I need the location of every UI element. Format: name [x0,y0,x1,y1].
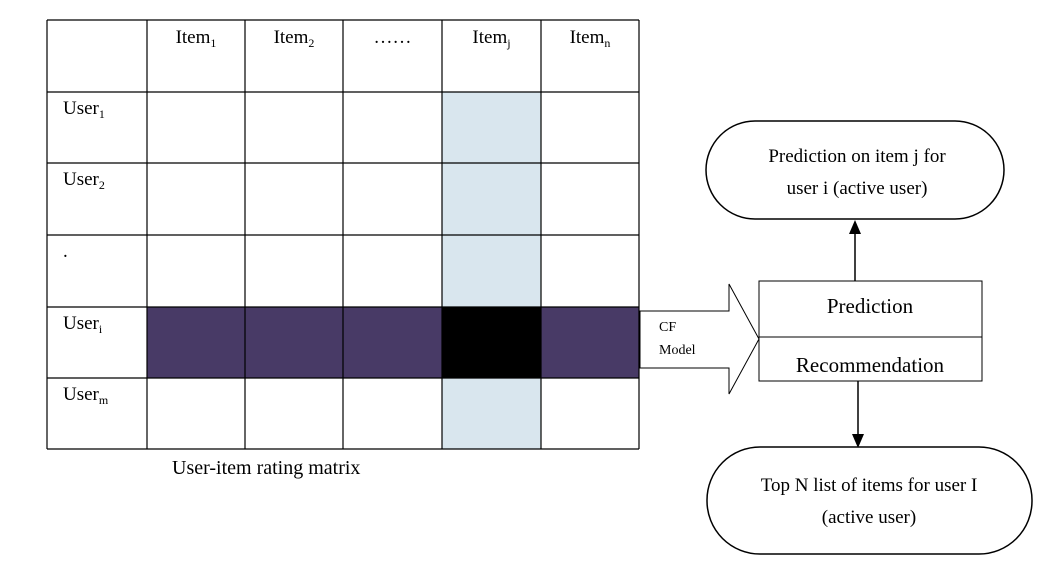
prediction-output: Prediction on item j for user i (active … [705,120,1005,220]
cf-arrow-label-line1: CF [659,320,676,335]
user-label-3: . [63,241,68,262]
recommendation-output: Top N list of items for user I (active u… [706,446,1033,555]
down-arrow [852,381,864,448]
process-box: Prediction Recommendation [758,280,983,382]
item-header-4: Itemj [472,27,510,50]
user-i-row-highlight [147,307,639,378]
user-label-4: Useri [63,313,103,336]
target-rating-cell [442,307,541,378]
matrix-item-headers: Item1 Item2 …… Itemj Itemn [176,27,611,50]
item-header-3: …… [374,27,412,48]
recommendation-output-frame [706,446,1033,555]
prediction-output-line1: Prediction on item j for [768,146,946,167]
cf-model-arrow: CF Model [639,283,760,395]
matrix-grid [46,19,640,450]
item-header-2: Item2 [274,27,315,50]
recommendation-label: Recommendation [796,353,945,377]
recommendation-output-line2: (active user) [822,507,916,528]
user-label-2: User2 [63,169,105,192]
up-arrowhead [849,220,861,234]
matrix-highlights [147,92,639,449]
prediction-output-line2: user i (active user) [787,178,928,199]
user-label-1: User1 [63,98,105,121]
process-box-frame [758,280,983,382]
item-header-1: Item1 [176,27,217,50]
user-label-5: Userm [63,384,109,407]
down-arrowhead [852,434,864,448]
item-header-5: Itemn [570,27,611,50]
prediction-label: Prediction [827,294,914,318]
up-arrow [849,220,861,281]
prediction-output-frame [705,120,1005,220]
recommendation-output-line1: Top N list of items for user I [761,475,978,496]
matrix-user-labels: User1 User2. Useri Userm [63,98,109,407]
item-j-column-highlight [442,92,541,449]
matrix-caption: User-item rating matrix [172,457,360,479]
rating-matrix: Item1 Item2…… Itemj Itemn User1User2.UseriU… [46,19,640,450]
cf-arrow-shape [639,283,760,395]
cf-arrow-label-line2: Model [659,343,696,358]
